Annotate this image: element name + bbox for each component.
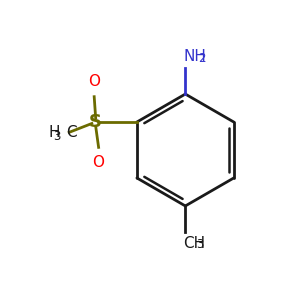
Text: O: O [93, 155, 105, 170]
Text: C: C [66, 125, 76, 140]
Text: S: S [89, 113, 102, 131]
Text: CH: CH [183, 236, 205, 251]
Text: O: O [88, 74, 100, 89]
Text: NH: NH [184, 49, 207, 64]
Text: 3: 3 [196, 238, 204, 251]
Text: 2: 2 [198, 52, 205, 65]
Text: H: H [49, 125, 60, 140]
Text: 3: 3 [53, 130, 61, 143]
